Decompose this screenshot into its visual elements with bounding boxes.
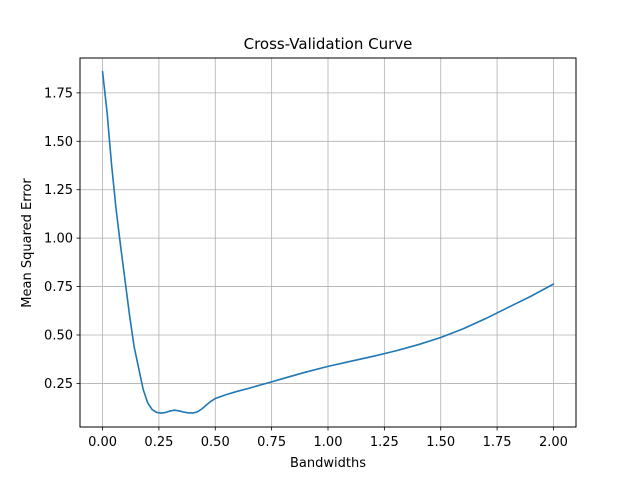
y-axis-title: Mean Squared Error — [20, 178, 35, 308]
x-tick-label: 0.75 — [257, 435, 286, 450]
y-axis: 0.25 0.50 0.75 1.00 1.25 1.50 1.75 — [44, 86, 80, 392]
y-tick-label: 0.25 — [44, 377, 73, 392]
x-tick-label: 1.25 — [370, 435, 399, 450]
y-tick-label: 0.75 — [44, 280, 73, 295]
x-axis: 0.00 0.25 0.50 0.75 1.00 1.25 1.50 1.75 2.00 — [88, 427, 568, 450]
series-line — [101, 70, 555, 414]
chart-title: Cross-Validation Curve — [244, 35, 413, 53]
grid — [80, 58, 576, 427]
x-axis-title: Bandwidths — [290, 456, 366, 471]
x-tick-label: 0.00 — [88, 435, 117, 450]
y-tick-label: 1.25 — [44, 183, 73, 198]
x-tick-label: 1.00 — [314, 435, 343, 450]
y-tick-label: 0.50 — [44, 328, 73, 343]
x-tick-label: 0.25 — [144, 435, 173, 450]
y-tick-label: 1.00 — [44, 232, 73, 247]
y-tick-label: 1.75 — [44, 86, 73, 101]
y-tick-label: 1.50 — [44, 135, 73, 150]
x-tick-label: 1.50 — [426, 435, 455, 450]
x-tick-label: 2.00 — [539, 435, 568, 450]
series-layer — [101, 70, 555, 414]
x-tick-label: 0.50 — [201, 435, 230, 450]
x-tick-label: 1.75 — [483, 435, 512, 450]
